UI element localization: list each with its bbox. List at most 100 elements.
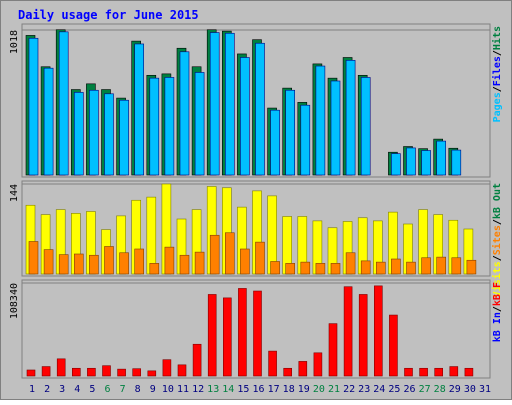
y-axis-labels: 1018 144 108340 [9, 30, 20, 319]
bar-kbf-day-6 [102, 365, 111, 377]
x-tick-label-day-18: 18 [283, 384, 295, 395]
bar-pages-day-8 [134, 43, 144, 176]
bar-pages-day-14 [225, 32, 235, 176]
legend-separator: / [492, 306, 503, 312]
bar-sites-day-16 [255, 241, 265, 275]
bar-sites-day-23 [360, 260, 371, 275]
x-tick-label-day-24: 24 [373, 384, 385, 395]
bar-pages-day-26 [406, 147, 416, 176]
bar-kbf-day-8 [132, 368, 141, 377]
bar-pages-day-22 [345, 60, 356, 176]
legend-separator: / [492, 219, 503, 225]
bar-pages-day-4 [74, 92, 84, 176]
bar-kbf-day-11 [177, 364, 187, 377]
y-max-label: 144 [9, 184, 20, 202]
chart-marks [22, 29, 490, 377]
x-tick-label-day-2: 2 [44, 384, 50, 395]
bar-kbf-day-18 [283, 367, 293, 377]
bar-pages-day-20 [315, 65, 326, 176]
bar-pages-day-25 [391, 153, 401, 176]
x-tick-label-day-27: 27 [419, 384, 431, 395]
x-tick-label-day-22: 22 [343, 384, 355, 395]
bar-pages-day-29 [451, 149, 462, 176]
bar-pages-day-27 [421, 150, 431, 176]
legend-item: kB F [492, 282, 503, 306]
bar-kbf-day-28 [434, 367, 444, 377]
y-max-label: 108340 [9, 283, 20, 319]
bar-sites-day-19 [300, 261, 311, 275]
bar-sites-day-7 [119, 252, 129, 275]
legend-separator: / [492, 50, 503, 56]
x-tick-label-day-26: 26 [403, 384, 415, 395]
bar-pages-day-13 [209, 32, 220, 176]
bar-kbf-day-2 [41, 366, 51, 377]
legend-item: Pages [492, 92, 503, 122]
bar-pages-day-19 [300, 104, 311, 176]
legend-item: Sites [491, 225, 503, 255]
bar-kbf-day-15 [238, 288, 247, 377]
bar-sites-day-21 [330, 263, 341, 275]
bar-sites-day-4 [74, 253, 84, 275]
bar-sites-day-5 [89, 254, 99, 275]
bar-kbf-day-30 [464, 367, 474, 377]
x-tick-label-day-10: 10 [162, 384, 174, 395]
legend-item: Visits [491, 261, 503, 297]
bar-kbf-day-22 [343, 286, 353, 377]
legend-visits-sites: Visits/Sites/kB Out [491, 183, 503, 297]
x-tick-label-day-31: 31 [479, 384, 491, 395]
bar-kbf-day-23 [358, 294, 368, 377]
x-tick-label-day-11: 11 [177, 384, 189, 395]
x-tick-label-day-14: 14 [222, 384, 234, 395]
bar-sites-day-3 [58, 254, 69, 275]
x-tick-label-day-21: 21 [328, 384, 340, 395]
bar-kbf-day-14 [223, 297, 232, 377]
x-tick-label-day-9: 9 [150, 384, 156, 395]
bar-sites-day-10 [164, 246, 175, 275]
bar-sites-day-13 [209, 234, 220, 275]
bar-kbf-day-1 [26, 369, 36, 377]
x-tick-label-day-8: 8 [135, 384, 141, 395]
bar-pages-day-7 [119, 99, 129, 176]
bar-sites-day-18 [285, 263, 296, 275]
bar-sites-day-9 [149, 263, 160, 275]
bar-pages-day-10 [164, 77, 175, 176]
bar-sites-day-30 [466, 259, 477, 275]
bar-pages-day-21 [330, 80, 341, 176]
x-tick-label-day-4: 4 [74, 384, 80, 395]
x-tick-label-day-23: 23 [358, 384, 370, 395]
x-tick-label-day-25: 25 [388, 384, 400, 395]
bar-kbf-day-25 [389, 314, 398, 377]
bar-kbf-day-16 [253, 290, 262, 377]
bar-pages-day-1 [28, 37, 39, 176]
legend-item: kB In [492, 312, 503, 342]
bar-pages-day-12 [194, 72, 205, 176]
bar-kbf-day-27 [419, 367, 428, 377]
bar-sites-day-25 [391, 258, 401, 275]
x-tick-label-day-19: 19 [298, 384, 310, 395]
bar-pages-day-17 [270, 109, 280, 176]
bar-pages-day-5 [89, 89, 99, 176]
bar-kbf-day-10 [162, 359, 172, 377]
bar-pages-day-18 [285, 89, 296, 176]
bar-sites-day-17 [270, 261, 280, 275]
bar-kbf-day-24 [373, 285, 383, 377]
x-tick-label-day-5: 5 [89, 384, 95, 395]
bar-visits-day-9 [146, 196, 157, 275]
bar-sites-day-1 [28, 241, 39, 275]
x-tick-label-day-17: 17 [268, 384, 280, 395]
x-tick-label-day-7: 7 [120, 384, 126, 395]
bar-kbf-day-21 [328, 323, 338, 377]
bar-pages-day-28 [436, 140, 447, 176]
legend-hits-files-pages: Pages/Files/Hits [491, 26, 503, 122]
bar-kbf-day-7 [117, 368, 126, 377]
bar-pages-day-2 [43, 67, 54, 176]
chart-title: Daily usage for June 2015 [18, 8, 199, 22]
bar-kbf-day-29 [449, 366, 459, 377]
x-tick-label-day-16: 16 [252, 384, 264, 395]
bar-sites-day-24 [375, 261, 386, 275]
bar-sites-day-28 [436, 256, 447, 275]
bar-sites-day-14 [225, 232, 235, 275]
bar-pages-day-23 [360, 77, 371, 176]
legend-separator: / [492, 86, 503, 92]
